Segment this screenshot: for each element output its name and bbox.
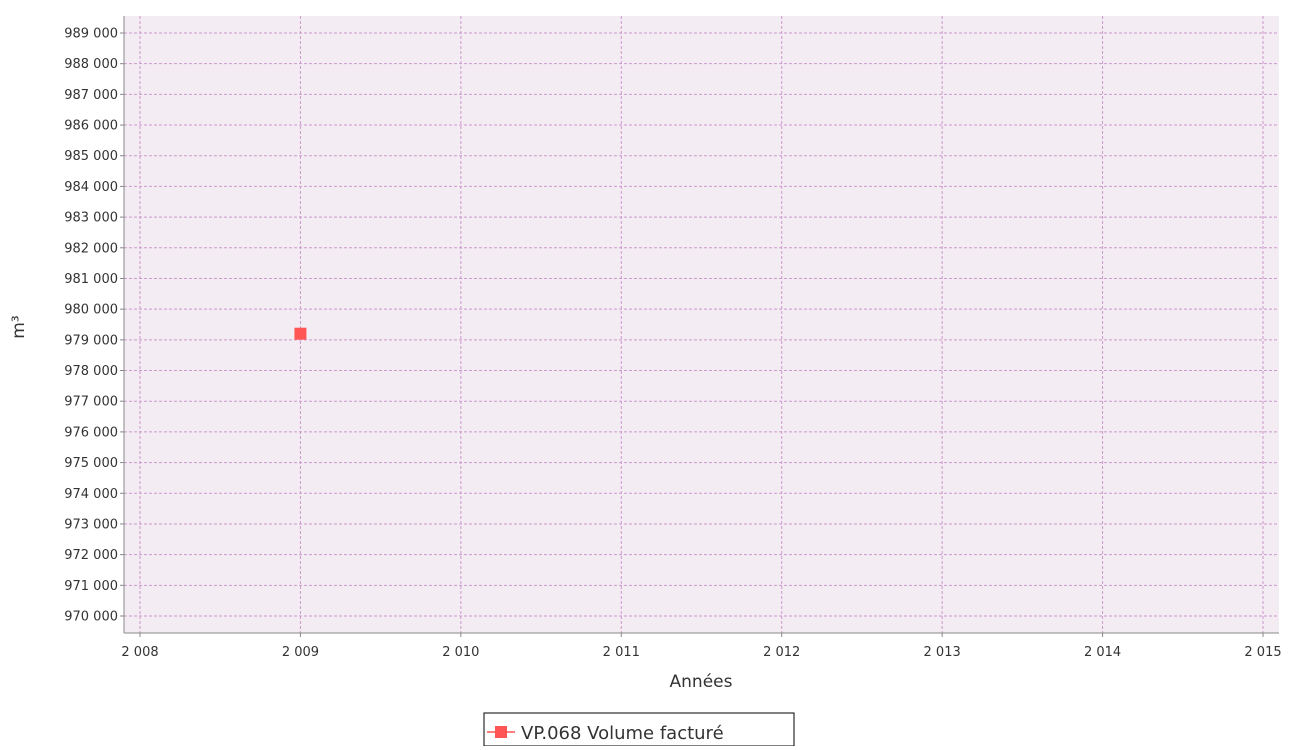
x-tick-labels: 2 008 2 009 2 010 2 011 2 012 2 013 2 014 2 015 (121, 645, 1281, 660)
x-axis-title: Années (670, 672, 733, 692)
data-point (294, 327, 307, 340)
y-tick-label: 979 000 (64, 333, 118, 348)
y-tick-label: 987 000 (64, 88, 118, 103)
legend-label: VP.068 Volume facturé (521, 723, 724, 744)
plot-area (124, 16, 1279, 633)
y-tick-label: 988 000 (64, 57, 118, 72)
grid-layer (124, 16, 1279, 633)
y-tick-labels: 989 000 988 000 987 000 986 000 985 000 984 0… (64, 27, 118, 625)
x-tick-label: 2 008 (121, 645, 158, 660)
data-points (294, 327, 307, 340)
y-tick-label: 974 000 (64, 487, 118, 502)
legend-box (483, 712, 795, 747)
y-tick-label: 978 000 (64, 364, 118, 379)
y-tick-label: 989 000 (64, 27, 118, 42)
x-tick-label: 2 015 (1244, 645, 1281, 660)
legend: VP.068 Volume facturé (483, 712, 795, 747)
y-tick-label: 976 000 (64, 425, 118, 440)
axis-layer (120, 16, 1279, 637)
y-tick-label: 986 000 (64, 119, 118, 134)
legend-marker-swatch (495, 726, 507, 738)
y-tick-label: 970 000 (64, 610, 118, 625)
y-tick-label: 980 000 (64, 303, 118, 318)
y-tick-label: 977 000 (64, 395, 118, 410)
y-tick-label: 985 000 (64, 149, 118, 164)
y-tick-label: 973 000 (64, 517, 118, 532)
x-tick-label: 2 013 (924, 645, 961, 660)
x-tick-label: 2 012 (763, 645, 800, 660)
x-tick-label: 2 011 (603, 645, 640, 660)
x-tick-label: 2 010 (442, 645, 479, 660)
x-tick-label: 2 009 (282, 645, 319, 660)
y-tick-label: 972 000 (64, 548, 118, 563)
y-tick-label: 971 000 (64, 579, 118, 594)
y-axis-title: m³ (9, 315, 29, 338)
y-tick-label: 981 000 (64, 272, 118, 287)
y-tick-label: 984 000 (64, 180, 118, 195)
x-tick-label: 2 014 (1084, 645, 1121, 660)
y-tick-label: 975 000 (64, 456, 118, 471)
y-tick-label: 983 000 (64, 211, 118, 226)
y-tick-label: 982 000 (64, 241, 118, 256)
